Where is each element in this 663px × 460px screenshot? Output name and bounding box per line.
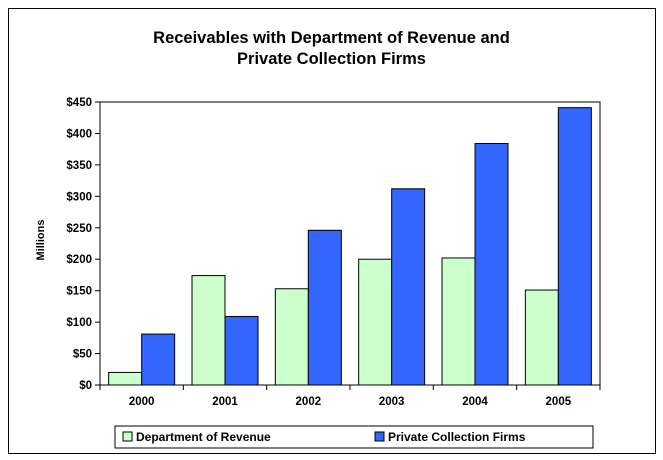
bar-department-of-revenue-2004 — [441, 257, 476, 386]
y-tick-label: $50 — [73, 349, 92, 361]
x-tick-label: 2003 — [379, 396, 405, 408]
chart-title-line1: Receivables with Department of Revenue a… — [153, 29, 510, 47]
y-tick-label: $450 — [66, 97, 92, 109]
legend: Department of Revenue Private Collection … — [114, 425, 594, 449]
bar-private-collection-firms-2001 — [224, 315, 259, 386]
y-tick-label: $150 — [66, 286, 92, 298]
y-tick-label: $350 — [66, 160, 92, 172]
legend-label: Private Collection Firms — [388, 430, 526, 444]
legend-box — [114, 425, 594, 449]
chart-title: Receivables with Department of Revenue a… — [0, 28, 663, 70]
x-tick-label: 2001 — [212, 396, 238, 408]
bar-private-collection-firms-2003 — [391, 188, 426, 386]
y-tick-label: $400 — [66, 128, 92, 140]
y-tick-label: $100 — [66, 317, 92, 329]
plot-area: $0 $50 $100 $150 $200 $250 $300 $350 $400 $450 200… — [66, 97, 601, 408]
legend-swatch — [122, 431, 133, 442]
y-tick-label: $300 — [66, 191, 92, 203]
bar-department-of-revenue-2002 — [274, 288, 309, 386]
legend-swatch — [374, 431, 385, 442]
bar-private-collection-firms-2002 — [307, 229, 342, 386]
y-tick-label: $0 — [79, 380, 92, 392]
chart-title-line2: Private Collection Firms — [237, 50, 426, 68]
bar-private-collection-firms-2000 — [141, 333, 176, 386]
x-tick-label: 2000 — [129, 396, 155, 408]
legend-label: Department of Revenue — [136, 430, 271, 444]
x-tick-label: 2002 — [296, 396, 322, 408]
bar-private-collection-firms-2005 — [557, 107, 592, 386]
x-tick-label: 2005 — [546, 396, 572, 408]
y-axis-title: Millions — [35, 220, 47, 261]
y-tick-label: $200 — [66, 254, 92, 266]
bar-department-of-revenue-2001 — [191, 275, 226, 386]
y-tick-label: $250 — [66, 223, 92, 235]
bar-private-collection-firms-2004 — [474, 143, 509, 386]
bar-department-of-revenue-2000 — [108, 371, 143, 386]
x-tick-label: 2004 — [462, 396, 488, 408]
bar-department-of-revenue-2003 — [358, 258, 393, 386]
bar-department-of-revenue-2005 — [524, 289, 559, 386]
